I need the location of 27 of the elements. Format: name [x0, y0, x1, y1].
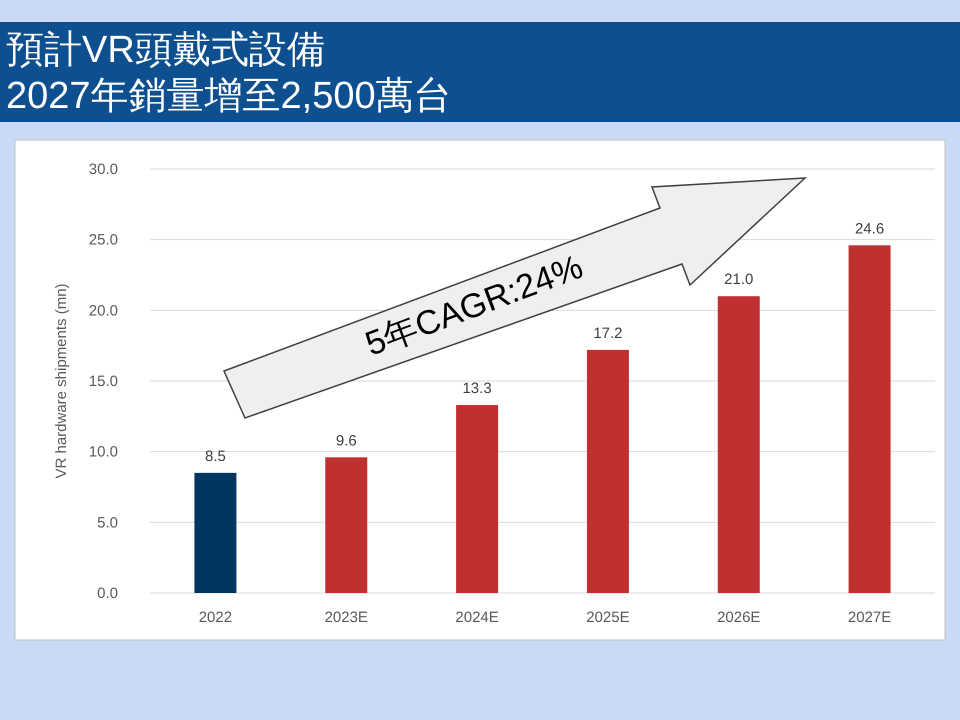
bar: [325, 457, 368, 593]
chart-title: 預計VR頭戴式設備2027年銷量增至2,500萬台: [6, 29, 452, 117]
bar: [848, 245, 891, 593]
y-tick-label: 20.0: [88, 302, 118, 320]
data-label: 8.5: [204, 448, 226, 465]
data-label: 24.6: [854, 220, 884, 238]
x-tick-label: 2025E: [586, 609, 630, 626]
y-tick-label: 5.0: [97, 514, 118, 532]
y-tick-label: 15.0: [88, 373, 118, 390]
bar: [586, 350, 629, 593]
bar: [456, 405, 498, 593]
y-tick-label: 30.0: [88, 161, 118, 178]
y-axis-title: VR hardware shipments (mn): [53, 283, 70, 479]
bar: [194, 472, 236, 593]
x-tick-label: 2023E: [324, 609, 368, 626]
x-tick-label: 2027E: [848, 609, 892, 626]
bar: [718, 296, 760, 593]
x-tick-label: 2024E: [455, 609, 499, 626]
data-label: 9.6: [336, 432, 357, 450]
x-tick-label: 2022: [198, 609, 232, 626]
data-label: 21.0: [724, 271, 754, 288]
y-tick-label: 25.0: [88, 232, 118, 249]
y-tick-label: 0.0: [97, 585, 118, 602]
data-label: 17.2: [593, 324, 623, 342]
y-tick-label: 10.0: [88, 444, 118, 461]
data-label: 13.3: [462, 380, 492, 398]
x-tick-label: 2026E: [717, 609, 760, 626]
